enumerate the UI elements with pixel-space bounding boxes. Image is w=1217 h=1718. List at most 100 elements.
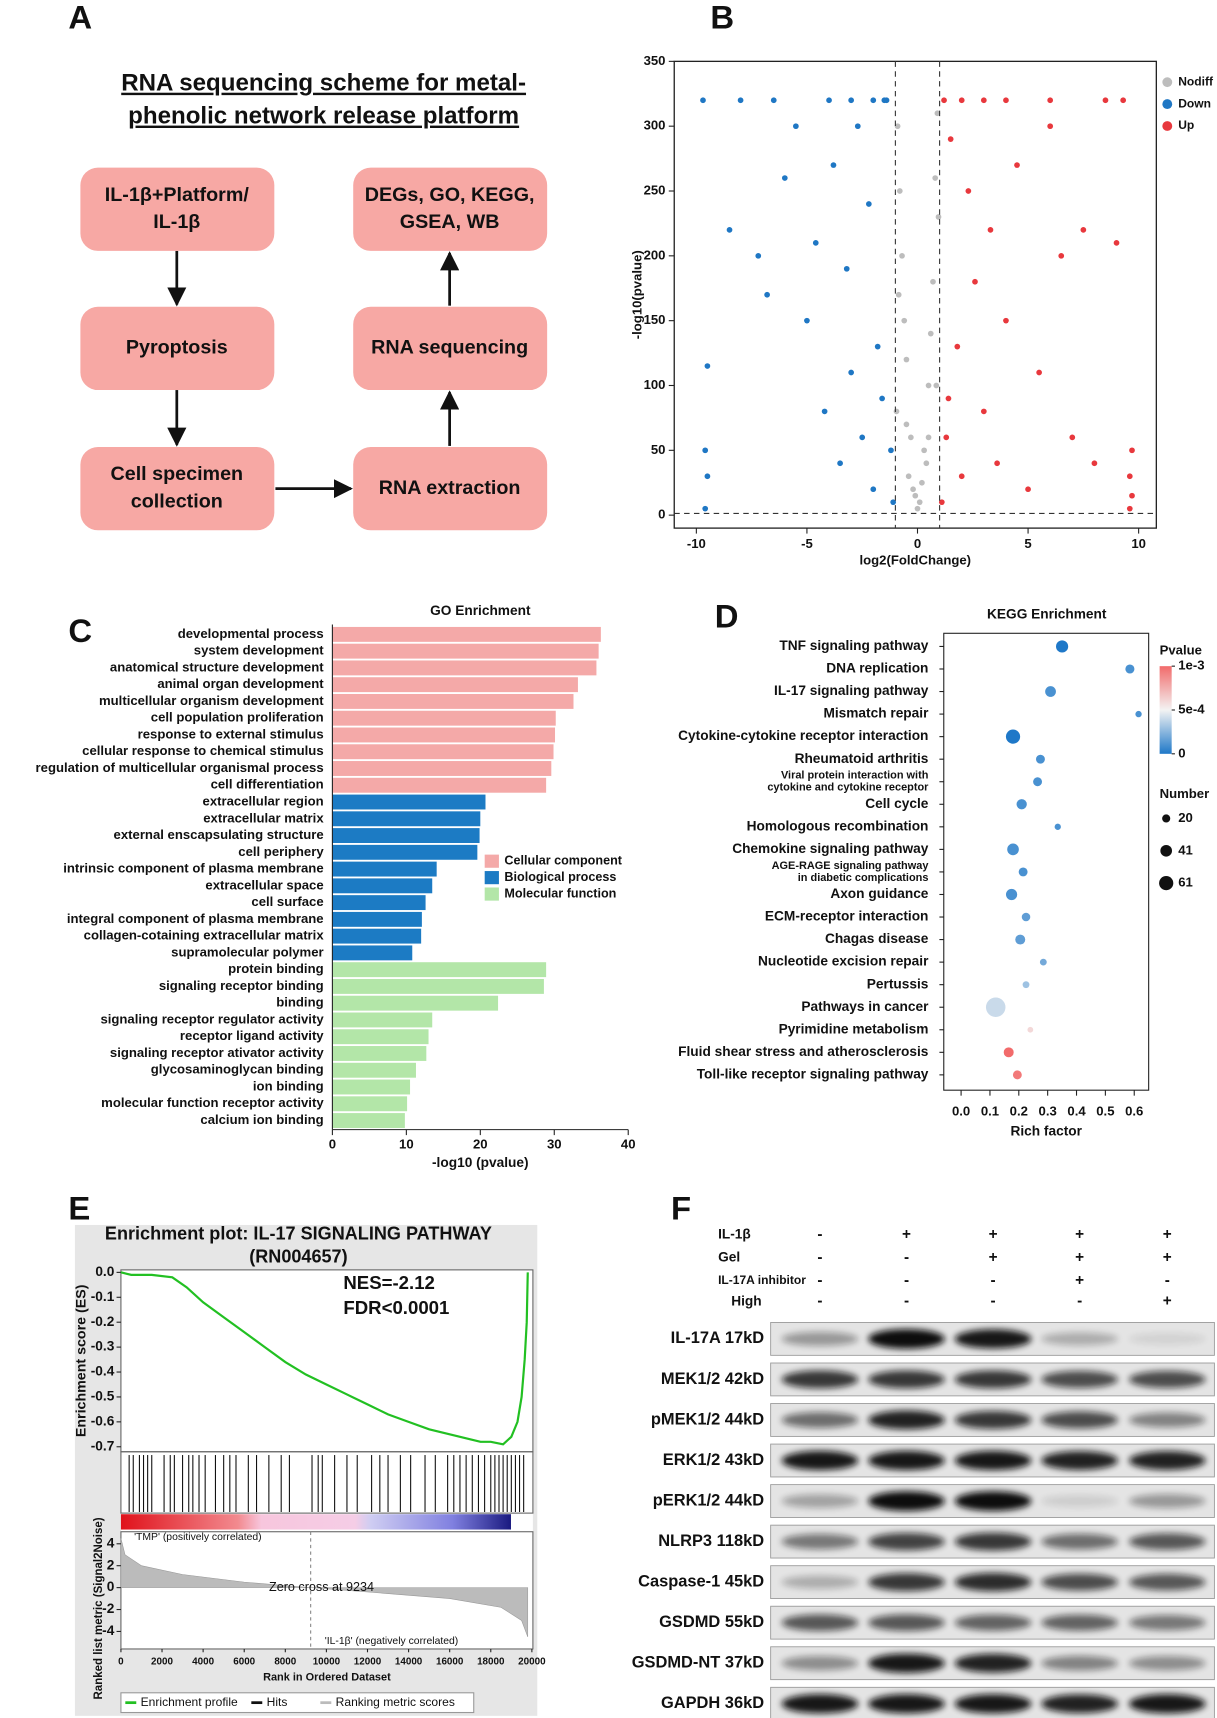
y-tick-label: Pertussis <box>867 976 929 991</box>
point <box>914 505 921 512</box>
bar <box>332 1029 429 1045</box>
point <box>1014 162 1020 168</box>
band-label: pERK1/2 44kD <box>653 1491 764 1509</box>
scheme-box-label: GSEA, WB <box>400 211 500 233</box>
legend-box <box>120 1692 475 1714</box>
bar <box>332 911 422 927</box>
legend-swatch <box>1162 77 1173 88</box>
x-axis-label: -log10 (pvalue) <box>432 1155 529 1170</box>
y-tick-label: Chemokine signaling pathway <box>732 841 929 856</box>
y-tick-label: binding <box>276 995 323 1010</box>
scheme-box-label: IL-1β+Platform/ <box>105 184 250 206</box>
band-label: IL-17A 17kD <box>671 1329 765 1347</box>
scheme-box-label: Pyroptosis <box>126 337 228 359</box>
point <box>793 123 799 130</box>
point <box>925 382 932 389</box>
band <box>954 1694 1032 1714</box>
x-tick-label: 40 <box>621 1136 636 1151</box>
y-tick-label: integral component of plasma membrane <box>67 911 324 926</box>
size-legend-label: 61 <box>1178 875 1193 890</box>
band <box>781 1694 859 1714</box>
condition-sign: - <box>817 1226 822 1243</box>
point <box>702 505 709 512</box>
x-tick-label: 14000 <box>395 1657 423 1668</box>
y-tick-label: Viral protein interaction with <box>781 770 928 782</box>
band-label: GAPDH 36kD <box>661 1694 764 1712</box>
x-axis-label: log2(FoldChange) <box>860 552 972 567</box>
y-tick-label: ion binding <box>253 1078 324 1093</box>
condition-sign: - <box>817 1272 822 1289</box>
bubble <box>1018 867 1028 877</box>
x-tick-label: -10 <box>687 536 706 551</box>
legend-label: Molecular function <box>504 886 616 900</box>
x-tick-label: 0 <box>914 536 921 551</box>
band <box>1128 1370 1206 1388</box>
plot-frame <box>943 632 1150 1091</box>
y-tick-label: anatomical structure development <box>110 659 324 674</box>
y-tick-label: -0.7 <box>91 1438 115 1453</box>
scheme-box <box>353 306 548 391</box>
y-tick-label: Axon guidance <box>830 886 928 901</box>
band <box>1041 1495 1118 1507</box>
point <box>934 110 941 117</box>
y-tick-label: 300 <box>644 118 666 133</box>
chart-title: Enrichment plot: IL-17 SIGNALING PATHWAY <box>105 1224 492 1244</box>
legend-label: Nodiff <box>1178 74 1214 88</box>
y-tick-label: system development <box>194 643 324 658</box>
bar <box>332 794 486 810</box>
band <box>1128 1333 1206 1345</box>
condition-sign: - <box>904 1272 909 1289</box>
bubble <box>1007 843 1019 856</box>
y-tick-label: 50 <box>651 442 666 457</box>
y-tick-label: 250 <box>644 182 666 197</box>
y-tick-label: multicellular organism development <box>99 693 324 708</box>
condition-label: IL-1β <box>718 1226 751 1241</box>
y-tick-label: collagen-cotaining extracellular matrix <box>84 928 325 943</box>
y-tick-label: -0.4 <box>91 1364 115 1379</box>
colorbar-tick-label: 5e-4 <box>1178 701 1205 716</box>
condition-label: Gel <box>718 1249 740 1264</box>
legend-swatch <box>484 887 499 901</box>
point <box>865 201 872 207</box>
bar <box>332 962 547 978</box>
condition-sign: - <box>991 1293 996 1310</box>
point <box>958 473 965 480</box>
bar <box>332 945 413 961</box>
band <box>954 1572 1032 1592</box>
scheme-box-label: IL-1β <box>153 211 200 233</box>
point <box>874 343 881 350</box>
rank-heat-bar <box>120 1514 511 1530</box>
point <box>837 460 843 467</box>
point <box>702 447 709 454</box>
bubble <box>985 997 1006 1017</box>
condition-sign: + <box>1163 1249 1172 1266</box>
bar <box>332 626 601 642</box>
scheme-box-label: RNA sequencing <box>371 337 528 359</box>
band <box>781 1494 859 1508</box>
x-tick-label: 0.6 <box>1125 1104 1143 1119</box>
y-tick-label: regulation of multicellular organismal p… <box>36 760 324 775</box>
size-legend-title: Number <box>1160 786 1210 801</box>
band <box>1041 1614 1118 1631</box>
point <box>1091 460 1098 467</box>
band <box>868 1573 945 1592</box>
bar <box>332 777 547 793</box>
y-tick-label: -0.5 <box>91 1389 115 1404</box>
y-tick-label: extracellular region <box>203 793 324 808</box>
y-tick-label: cell population proliferation <box>151 710 324 725</box>
point <box>764 291 770 298</box>
positive-label: 'TMP' (positively correlated) <box>134 1532 262 1543</box>
plot-frame <box>673 60 1157 529</box>
bar <box>332 744 554 760</box>
point <box>987 227 994 233</box>
y-tick-label: signaling receptor ativator activity <box>110 1045 324 1060</box>
bubble <box>1012 1070 1022 1080</box>
point <box>894 123 901 130</box>
band <box>868 1410 945 1430</box>
x-tick-label: 10 <box>399 1136 414 1151</box>
point <box>870 97 877 104</box>
point <box>941 97 947 104</box>
point <box>938 499 945 506</box>
x-tick-label: 18000 <box>477 1657 505 1668</box>
bubble <box>1005 888 1018 901</box>
